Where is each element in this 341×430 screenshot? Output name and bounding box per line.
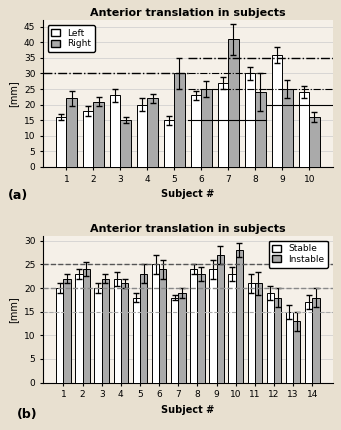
Bar	[197, 274, 205, 383]
Bar	[83, 111, 93, 167]
Bar	[83, 269, 90, 383]
Bar	[93, 101, 104, 167]
Bar	[164, 120, 174, 167]
Bar	[312, 298, 320, 383]
Bar	[201, 89, 211, 167]
Bar	[228, 274, 236, 383]
Bar	[174, 74, 184, 167]
Bar	[267, 293, 274, 383]
Bar	[209, 269, 217, 383]
Bar	[299, 92, 309, 167]
Bar	[190, 269, 197, 383]
Bar	[133, 298, 140, 383]
Bar	[228, 39, 239, 167]
Bar	[248, 283, 255, 383]
Bar	[218, 83, 228, 167]
Bar	[75, 274, 83, 383]
Legend: Stable, Instable: Stable, Instable	[269, 241, 328, 267]
Bar	[178, 293, 186, 383]
Bar	[56, 288, 63, 383]
Bar	[56, 117, 66, 167]
Bar	[147, 98, 158, 167]
Bar	[309, 117, 320, 167]
X-axis label: Subject #: Subject #	[161, 405, 214, 415]
Bar	[286, 312, 293, 383]
Bar	[171, 298, 178, 383]
Legend: Left, Right: Left, Right	[47, 25, 95, 52]
Text: (a): (a)	[8, 189, 29, 202]
X-axis label: Subject #: Subject #	[161, 189, 214, 199]
Bar	[255, 92, 266, 167]
Title: Anterior translation in subjects: Anterior translation in subjects	[90, 8, 286, 18]
Bar	[217, 255, 224, 383]
Bar	[305, 302, 312, 383]
Bar	[274, 298, 281, 383]
Bar	[293, 321, 300, 383]
Bar	[236, 250, 243, 383]
Bar	[159, 269, 166, 383]
Bar	[255, 283, 262, 383]
Bar	[191, 95, 201, 167]
Bar	[137, 104, 147, 167]
Text: (b): (b)	[17, 408, 38, 421]
Bar	[102, 279, 109, 383]
Bar	[121, 283, 128, 383]
Bar	[272, 55, 282, 167]
Title: Anterior translation in subjects: Anterior translation in subjects	[90, 224, 286, 234]
Bar	[152, 264, 159, 383]
Bar	[282, 89, 293, 167]
Bar	[140, 274, 147, 383]
Bar	[110, 95, 120, 167]
Bar	[94, 288, 102, 383]
Bar	[63, 279, 71, 383]
Y-axis label: [mm]: [mm]	[8, 80, 18, 107]
Y-axis label: [mm]: [mm]	[8, 296, 18, 322]
Bar	[245, 74, 255, 167]
Bar	[66, 98, 77, 167]
Bar	[120, 120, 131, 167]
Bar	[114, 279, 121, 383]
